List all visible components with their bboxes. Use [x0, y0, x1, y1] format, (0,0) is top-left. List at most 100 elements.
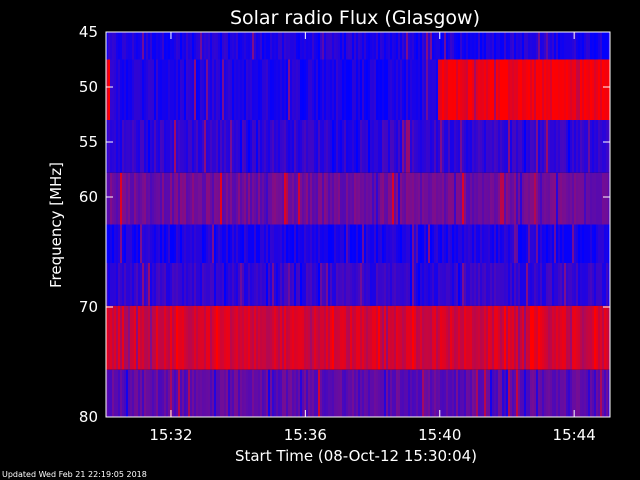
spectrogram-cell: [590, 369, 592, 417]
spectrogram-cell: [348, 172, 350, 225]
spectrogram-cell: [310, 59, 312, 120]
spectrogram-cell: [328, 224, 330, 263]
spectrogram-cell: [144, 224, 146, 263]
spectrogram-cell: [230, 224, 232, 263]
spectrogram-cell: [122, 263, 124, 306]
spectrogram-cell: [566, 172, 568, 225]
spectrogram-cell: [114, 305, 116, 370]
spectrogram-cell: [302, 305, 304, 370]
spectrogram-cell: [480, 32, 482, 60]
spectrogram-cell: [256, 172, 258, 225]
spectrogram-cell: [326, 32, 328, 60]
spectrogram-cell: [110, 120, 112, 173]
spectrogram-cell: [374, 305, 376, 370]
spectrogram-cell: [570, 172, 572, 225]
spectrogram-cell: [240, 369, 242, 417]
x-tick-label: 15:40: [418, 426, 461, 444]
spectrogram-cell: [480, 224, 482, 263]
spectrogram-cell: [544, 263, 546, 306]
spectrogram-cell: [180, 32, 182, 60]
spectrogram-cell: [184, 120, 186, 173]
spectrogram-cell: [368, 224, 370, 263]
spectrogram-cell: [324, 369, 326, 417]
spectrogram-cell: [532, 172, 534, 225]
spectrogram-cell: [160, 59, 162, 120]
spectrogram-cell: [258, 59, 260, 120]
spectrogram-cell: [248, 32, 250, 60]
spectrogram-cell: [180, 369, 182, 417]
spectrogram-cell: [370, 369, 372, 417]
spectrogram-cell: [482, 172, 484, 225]
spectrogram-cell: [142, 224, 144, 263]
spectrogram-cell: [438, 59, 440, 120]
spectrogram-cell: [488, 369, 490, 417]
spectrogram-cell: [230, 172, 232, 225]
spectrogram-cell: [160, 369, 162, 417]
spectrogram-cell: [526, 59, 528, 120]
spectrogram-cell: [410, 369, 412, 417]
spectrogram-cell: [250, 172, 252, 225]
spectrogram-cell: [120, 224, 122, 263]
spectrogram-cell: [582, 59, 584, 120]
spectrogram-cell: [252, 224, 254, 263]
spectrogram-cell: [306, 224, 308, 263]
spectrogram-cell: [522, 224, 524, 263]
spectrogram-cell: [386, 32, 388, 60]
spectrogram-cell: [112, 59, 114, 120]
spectrogram-cell: [398, 120, 400, 173]
spectrogram-cell: [406, 224, 408, 263]
spectrogram-cell: [566, 369, 568, 417]
spectrogram-cell: [440, 224, 442, 263]
spectrogram-cell: [134, 120, 136, 173]
spectrogram-cell: [250, 305, 252, 370]
spectrogram-cell: [554, 172, 556, 225]
spectrogram-cell: [184, 32, 186, 60]
spectrogram-cell: [218, 305, 220, 370]
spectrogram-cell: [252, 369, 254, 417]
spectrogram-cell: [604, 32, 606, 60]
spectrogram-cell: [110, 32, 112, 60]
spectrogram-cell: [492, 120, 494, 173]
spectrogram-cell: [548, 263, 550, 306]
spectrogram-cell: [430, 172, 432, 225]
spectrogram-cell: [462, 369, 464, 417]
spectrogram-cell: [380, 224, 382, 263]
spectrogram-cell: [254, 120, 256, 173]
spectrogram-cell: [224, 305, 226, 370]
spectrogram-cell: [244, 172, 246, 225]
spectrogram-cell: [460, 369, 462, 417]
spectrogram-cell: [490, 369, 492, 417]
spectrogram-cell: [296, 224, 298, 263]
spectrogram-cell: [224, 369, 226, 417]
spectrogram-cell: [422, 172, 424, 225]
spectrogram-cell: [196, 59, 198, 120]
spectrogram-cell: [292, 172, 294, 225]
spectrogram-cell: [556, 59, 558, 120]
spectrogram-cell: [114, 224, 116, 263]
spectrogram-cell: [372, 32, 374, 60]
spectrogram-cell: [546, 305, 548, 370]
spectrogram-cell: [552, 263, 554, 306]
spectrogram-cell: [342, 224, 344, 263]
spectrogram-cell: [294, 172, 296, 225]
spectrogram-cell: [340, 32, 342, 60]
spectrogram-cell: [214, 369, 216, 417]
spectrogram-cell: [462, 305, 464, 370]
spectrogram-cell: [164, 172, 166, 225]
spectrogram-cell: [440, 32, 442, 60]
spectrogram-cell: [534, 172, 536, 225]
spectrogram-cell: [402, 59, 404, 120]
spectrogram-cell: [190, 32, 192, 60]
spectrogram-cell: [468, 59, 470, 120]
spectrogram-cell: [202, 263, 204, 306]
spectrogram-cell: [306, 172, 308, 225]
spectrogram-cell: [416, 172, 418, 225]
spectrogram-band: [106, 369, 610, 417]
spectrogram-cell: [134, 32, 136, 60]
spectrogram-cell: [330, 369, 332, 417]
spectrogram-cell: [454, 172, 456, 225]
spectrogram-cell: [570, 305, 572, 370]
spectrogram-cell: [152, 305, 154, 370]
spectrogram-cell: [202, 120, 204, 173]
spectrogram-cell: [504, 224, 506, 263]
